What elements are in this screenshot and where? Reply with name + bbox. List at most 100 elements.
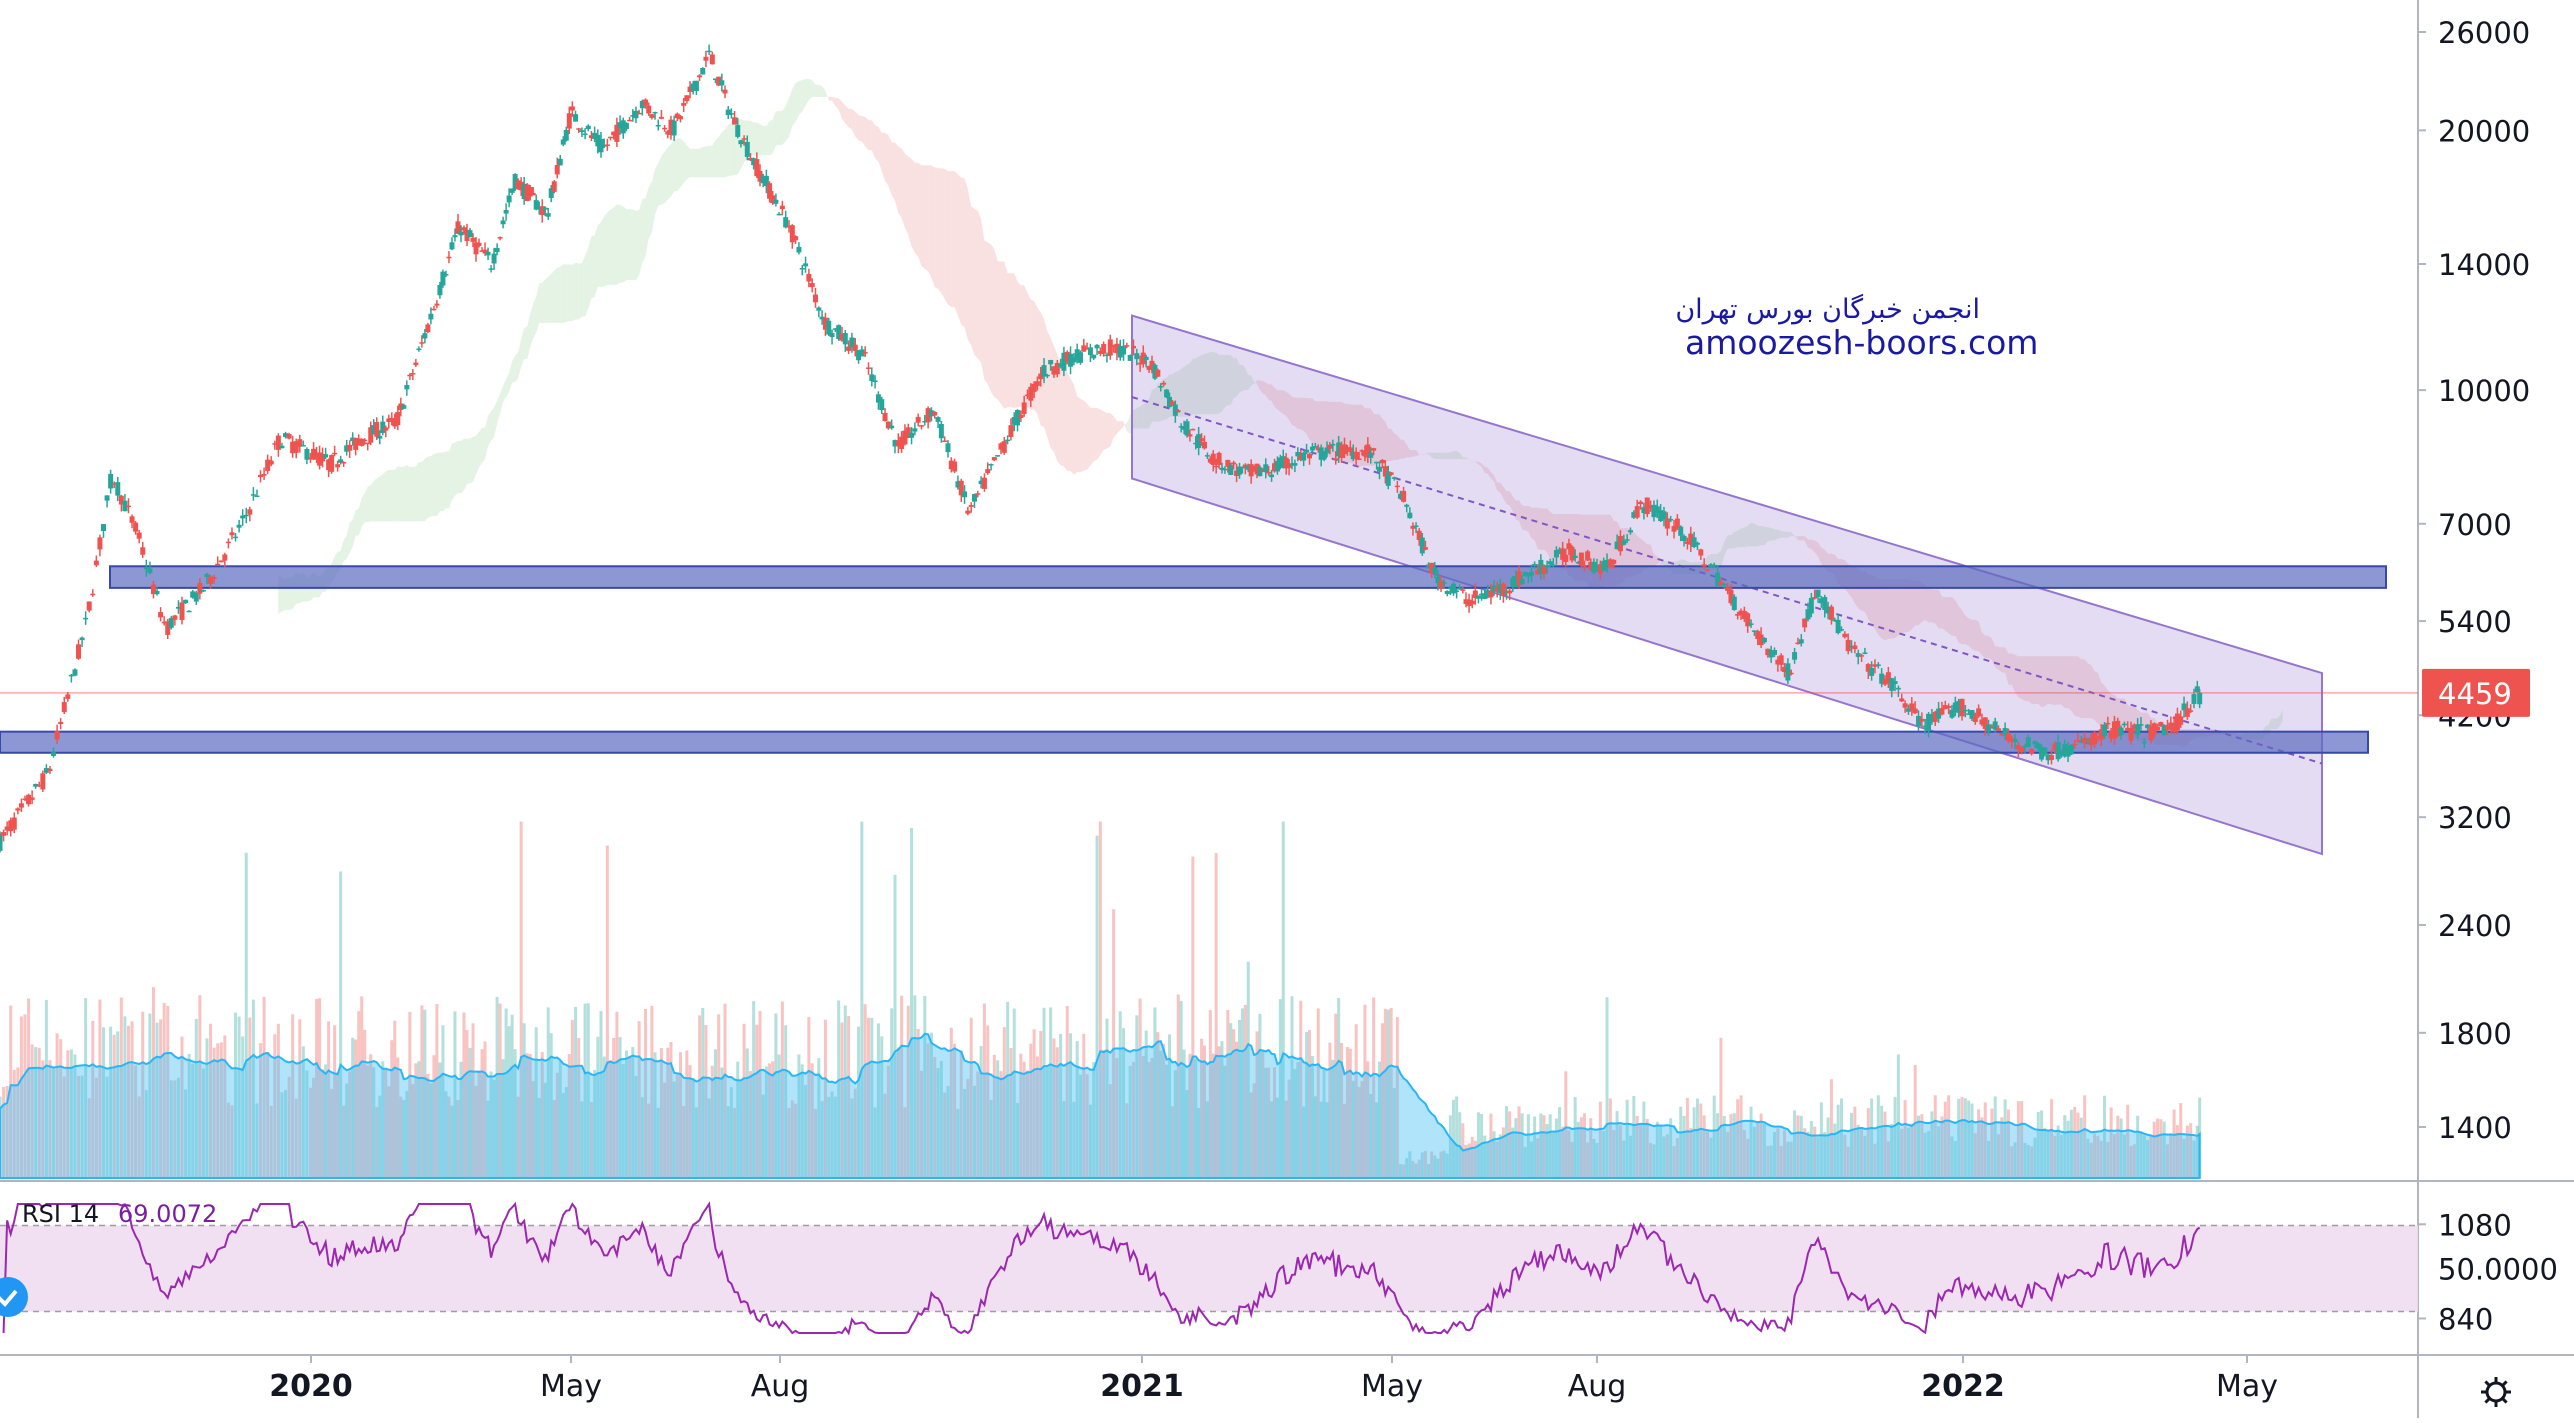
candle-body [1628, 530, 1633, 532]
cloud-bear-segment [829, 97, 832, 101]
candle-body [653, 112, 658, 114]
candle-body [965, 511, 970, 514]
cloud-bear-segment [988, 242, 991, 391]
candle-body [2076, 740, 2081, 742]
candle-body [1520, 579, 1525, 584]
cloud-bull-segment [633, 209, 636, 280]
candle-body [301, 445, 306, 447]
cloud-bear-segment [991, 244, 994, 397]
price-tick-label: 1800 [2438, 1017, 2512, 1051]
candle-body [1621, 541, 1626, 545]
candle-body [2029, 749, 2034, 753]
cloud-bull-segment [410, 467, 413, 521]
cloud-bull-segment [709, 146, 712, 177]
cloud-bull-segment [461, 439, 464, 493]
candle-body [1896, 688, 1901, 690]
cloud-bull-segment [488, 411, 491, 446]
cloud-bull-segment [365, 487, 368, 522]
candle-body [416, 349, 421, 351]
candle-body [869, 374, 874, 381]
candle-body [1859, 655, 1864, 657]
candle-body [254, 496, 259, 498]
candle-body [936, 417, 941, 422]
candle-body [1789, 673, 1794, 675]
cloud-bear-segment [1097, 408, 1100, 460]
candle-body [329, 455, 334, 472]
candle-body [87, 601, 92, 610]
cloud-bull-segment [642, 198, 645, 263]
candle-body [1712, 565, 1717, 567]
cloud-bear-segment [1074, 385, 1077, 475]
cloud-bull-segment [482, 428, 485, 463]
cloud-bull-segment [557, 267, 560, 323]
candle-body [1313, 446, 1318, 448]
cloud-bear-segment [1064, 364, 1067, 471]
rsi-value: 69.0072 [118, 1200, 217, 1228]
cloud-bull-segment [690, 149, 693, 177]
rsi-title: RSI 14 [22, 1200, 99, 1228]
candle-body [108, 474, 113, 489]
candle-body [1529, 572, 1534, 576]
candle-body [710, 54, 715, 64]
rsi-axis-tick: 50.0000 [2438, 1253, 2558, 1287]
time-tick-label: May [1361, 1369, 1423, 1404]
candle-body [633, 111, 638, 118]
candle-body [155, 591, 160, 594]
candle-body [2178, 716, 2183, 724]
candle-body [2142, 742, 2147, 744]
candle-body [446, 257, 451, 259]
candle-body [262, 474, 267, 476]
candle-body [1501, 584, 1506, 596]
candle-body [0, 834, 3, 851]
candle-body [659, 117, 664, 119]
candle-body [374, 422, 379, 437]
cloud-bull-segment [766, 121, 769, 155]
candle-body [1134, 353, 1139, 359]
candle-body [1846, 640, 1851, 651]
cloud-bear-segment [951, 171, 954, 307]
cloud-bull-segment [344, 535, 347, 561]
candle-body [826, 321, 831, 335]
cloud-bull-segment [512, 356, 515, 383]
candle-body [101, 524, 106, 531]
cloud-bear-segment [948, 171, 951, 307]
candle-body [649, 114, 654, 118]
cloud-bear-segment [918, 163, 921, 266]
candle-body [729, 113, 734, 115]
cloud-bull-segment [773, 111, 776, 153]
candle-body [909, 433, 914, 438]
candle-body [1222, 469, 1227, 471]
cloud-bear-segment [958, 174, 961, 324]
cloud-bear-segment [1037, 308, 1040, 426]
cloud-bear-segment [859, 115, 862, 141]
candle-body [1749, 623, 1754, 625]
gear-icon[interactable] [2481, 1377, 2511, 1407]
candle-body [1454, 590, 1459, 592]
candle-body [1816, 590, 1821, 598]
cloud-bear-segment [1104, 411, 1107, 449]
candle-body [1357, 458, 1362, 460]
cloud-bull-segment [356, 509, 359, 536]
candle-body [793, 236, 798, 240]
cloud-bear-segment [845, 105, 848, 127]
cloud-bull-segment [786, 98, 789, 141]
candle-body [1457, 588, 1462, 590]
price-tick-label: 14000 [2438, 248, 2530, 282]
candle-body [269, 461, 274, 465]
candle-body [558, 159, 563, 166]
candle-body [1266, 472, 1271, 474]
cloud-bear-segment [1008, 273, 1011, 407]
cloud-bull-segment [566, 264, 569, 321]
candle-body [2026, 737, 2031, 747]
cloud-bull-segment [728, 122, 731, 176]
cloud-bull-segment [815, 85, 818, 97]
cloud-bull-segment [579, 263, 582, 319]
cloud-bear-segment [878, 127, 881, 171]
cloud-bull-segment [806, 79, 809, 105]
cloud-bear-segment [1114, 416, 1117, 437]
candle-body [1570, 547, 1575, 561]
cloud-bear-segment [905, 154, 908, 235]
cloud-bear-segment [1021, 285, 1024, 406]
